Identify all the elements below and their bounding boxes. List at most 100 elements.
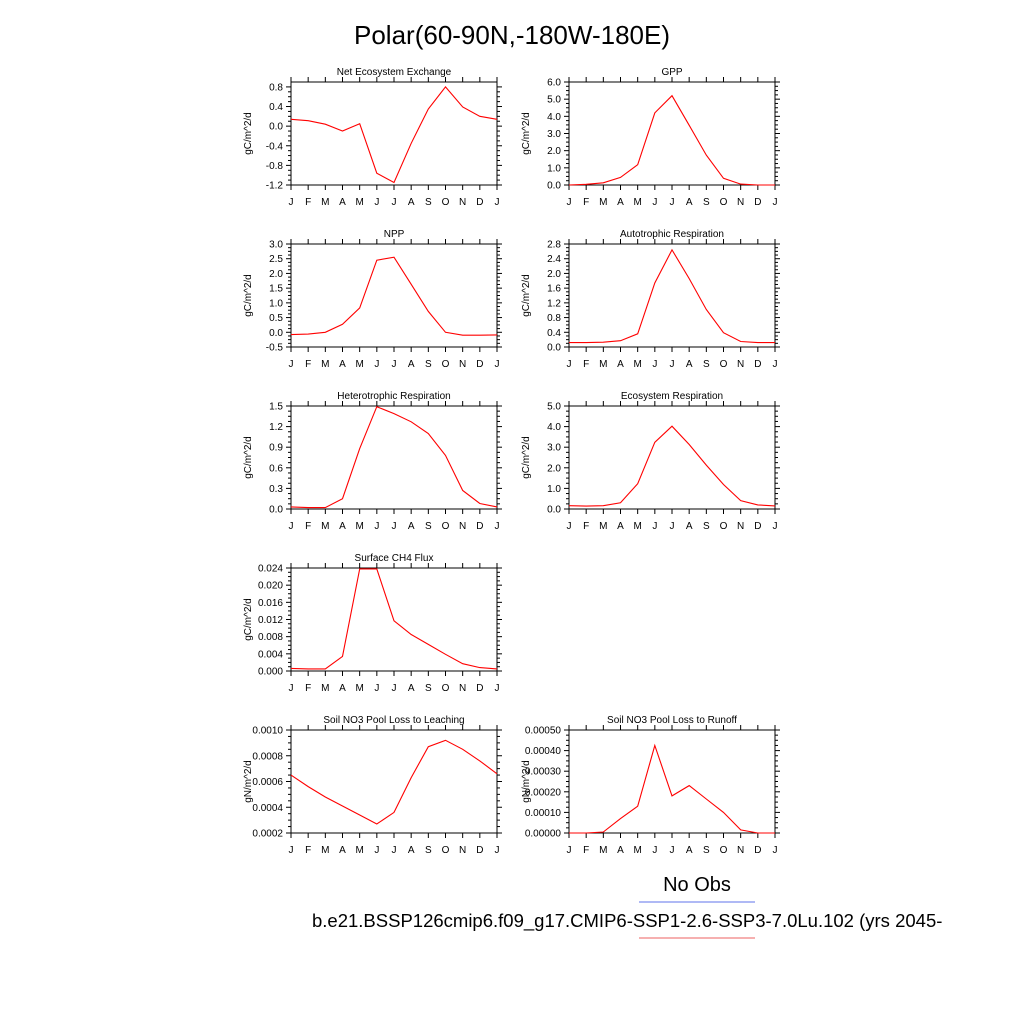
y-tick-label: -0.4 bbox=[266, 141, 284, 152]
y-tick-label: 3.0 bbox=[547, 129, 561, 140]
y-tick-label: 0.5 bbox=[269, 313, 283, 324]
x-tick-label: J bbox=[374, 521, 379, 532]
x-tick-label: S bbox=[425, 359, 432, 370]
x-tick-label: J bbox=[392, 845, 397, 856]
x-tick-label: S bbox=[425, 197, 432, 208]
y-tick-label: 0.0 bbox=[547, 181, 561, 192]
x-tick-label: A bbox=[686, 359, 693, 370]
plot-frame bbox=[290, 81, 498, 186]
y-tick-label: 0.0002 bbox=[252, 829, 283, 840]
x-tick-label: M bbox=[355, 359, 363, 370]
y-tick-label: 1.5 bbox=[269, 284, 283, 295]
x-tick-label: M bbox=[355, 683, 363, 694]
y-tick-label: 0.00020 bbox=[525, 787, 562, 798]
plot-frame bbox=[290, 729, 498, 834]
y-axis-label: gC/m^2/d bbox=[243, 436, 254, 479]
y-tick-label: 0.0008 bbox=[252, 751, 283, 762]
x-tick-label: F bbox=[305, 683, 311, 694]
chart-panel: Ecosystem Respiration gC/m^2/d 0.0 1.0 2.0 3.… bbox=[521, 391, 780, 532]
page-title: Polar(60-90N,-180W-180E) bbox=[354, 20, 670, 50]
x-tick-label: J bbox=[289, 683, 294, 694]
x-tick-label: S bbox=[703, 197, 710, 208]
x-tick-label: O bbox=[720, 197, 728, 208]
x-tick-label: A bbox=[408, 359, 415, 370]
x-tick-label: M bbox=[633, 197, 641, 208]
x-tick-label: O bbox=[720, 521, 728, 532]
x-tick-label: A bbox=[339, 359, 346, 370]
x-tick-label: M bbox=[321, 845, 329, 856]
x-tick-label: M bbox=[321, 359, 329, 370]
x-tick-label: M bbox=[321, 197, 329, 208]
x-tick-label: N bbox=[737, 197, 744, 208]
y-axis-label: gC/m^2/d bbox=[243, 598, 254, 641]
x-tick-label: D bbox=[476, 197, 483, 208]
x-tick-label: O bbox=[720, 359, 728, 370]
chart-title: Surface CH4 Flux bbox=[355, 553, 434, 564]
x-tick-label: N bbox=[459, 683, 466, 694]
x-tick-label: J bbox=[289, 845, 294, 856]
y-tick-label: -0.8 bbox=[266, 161, 284, 172]
y-tick-label: 1.2 bbox=[269, 422, 283, 433]
y-tick-label: 1.2 bbox=[547, 298, 561, 309]
chart-title: Ecosystem Respiration bbox=[621, 391, 723, 402]
y-tick-label: 1.0 bbox=[269, 298, 283, 309]
y-tick-label: 0.0004 bbox=[252, 803, 283, 814]
x-tick-label: O bbox=[720, 845, 728, 856]
x-tick-label: O bbox=[442, 197, 450, 208]
chart-panel: Soil NO3 Pool Loss to LeachinggN/m^2/d0.… bbox=[243, 715, 502, 856]
chart-panel: Soil NO3 Pool Loss to RunoffgN/m^2/d0.00… bbox=[521, 715, 780, 856]
y-tick-label: 0.020 bbox=[258, 581, 283, 592]
chart-title: NPP bbox=[384, 229, 405, 240]
x-tick-label: N bbox=[459, 845, 466, 856]
x-tick-label: M bbox=[633, 359, 641, 370]
x-tick-label: A bbox=[686, 197, 693, 208]
x-tick-label: M bbox=[599, 197, 607, 208]
x-tick-label: J bbox=[652, 845, 657, 856]
x-tick-label: J bbox=[392, 683, 397, 694]
x-tick-label: J bbox=[773, 359, 778, 370]
x-tick-label: A bbox=[339, 197, 346, 208]
x-tick-label: A bbox=[617, 845, 624, 856]
y-tick-label: 0.8 bbox=[269, 82, 283, 93]
y-tick-label: 0.0006 bbox=[252, 777, 283, 788]
y-tick-label: 0.0 bbox=[547, 505, 561, 516]
y-tick-label: 0.0 bbox=[269, 505, 283, 516]
x-tick-label: O bbox=[442, 845, 450, 856]
x-tick-label: S bbox=[703, 845, 710, 856]
x-tick-label: A bbox=[408, 197, 415, 208]
y-tick-label: 0.8 bbox=[547, 313, 561, 324]
series-line bbox=[290, 739, 498, 825]
y-tick-label: 2.8 bbox=[547, 240, 561, 251]
series-line bbox=[569, 743, 775, 834]
y-tick-label: 0.00000 bbox=[525, 829, 562, 840]
x-tick-label: S bbox=[703, 359, 710, 370]
x-tick-label: J bbox=[652, 359, 657, 370]
x-tick-label: N bbox=[737, 845, 744, 856]
x-tick-label: A bbox=[339, 845, 346, 856]
x-tick-label: A bbox=[339, 521, 346, 532]
plot-frame bbox=[568, 243, 776, 348]
x-tick-label: J bbox=[652, 521, 657, 532]
x-tick-label: J bbox=[495, 683, 500, 694]
y-tick-label: 0.00010 bbox=[525, 808, 562, 819]
x-tick-label: M bbox=[355, 521, 363, 532]
x-tick-label: A bbox=[339, 683, 346, 694]
x-tick-label: A bbox=[686, 845, 693, 856]
y-tick-label: 2.5 bbox=[269, 254, 283, 265]
x-tick-label: J bbox=[670, 845, 675, 856]
y-axis-label: gC/m^2/d bbox=[521, 274, 532, 317]
x-tick-label: M bbox=[633, 845, 641, 856]
y-tick-label: 0.016 bbox=[258, 598, 283, 609]
y-tick-label: 0.012 bbox=[258, 615, 283, 626]
y-tick-label: 0.0 bbox=[269, 122, 283, 133]
x-tick-label: J bbox=[392, 359, 397, 370]
x-tick-label: A bbox=[686, 521, 693, 532]
y-tick-label: 3.0 bbox=[547, 443, 561, 454]
x-tick-label: D bbox=[476, 845, 483, 856]
y-tick-label: 2.0 bbox=[547, 146, 561, 157]
x-tick-label: D bbox=[476, 683, 483, 694]
y-tick-label: 6.0 bbox=[547, 78, 561, 89]
x-tick-label: O bbox=[442, 683, 450, 694]
x-tick-label: O bbox=[442, 521, 450, 532]
chart-title: Soil NO3 Pool Loss to Leaching bbox=[323, 715, 464, 726]
